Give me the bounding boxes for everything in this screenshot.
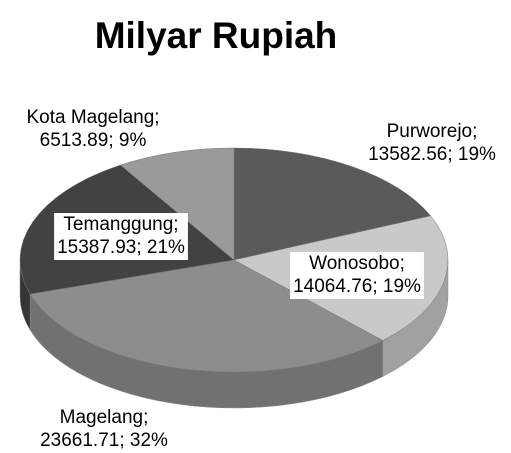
pie-slice	[233, 147, 432, 261]
category-label: Temanggung;	[63, 214, 178, 235]
value-label: 14064.76; 19%	[293, 276, 421, 297]
pie-slice	[29, 259, 384, 373]
data-label: Wonosobo;14064.76; 19%	[290, 252, 424, 299]
pie-slice	[119, 147, 235, 261]
data-label: Purworejo;13582.56; 19%	[368, 121, 496, 165]
category-label: Wonosobo;	[309, 253, 405, 274]
chart-title: Milyar Rupiah	[95, 15, 338, 56]
category-label: Kota Magelang;	[26, 107, 159, 128]
value-label: 15387.93; 21%	[57, 237, 185, 258]
data-label: Kota Magelang;6513.89; 9%	[26, 107, 159, 151]
label-box	[54, 213, 188, 260]
category-label: Magelang;	[60, 407, 149, 428]
value-label: 13582.56; 19%	[368, 144, 496, 165]
label-box	[290, 252, 424, 299]
value-label: 23661.71; 32%	[40, 430, 168, 451]
category-label: Purworejo;	[387, 121, 478, 142]
data-label: Temanggung;15387.93; 21%	[54, 213, 188, 260]
data-label: Magelang;23661.71; 32%	[40, 407, 168, 451]
value-label: 6513.89; 9%	[40, 130, 147, 151]
